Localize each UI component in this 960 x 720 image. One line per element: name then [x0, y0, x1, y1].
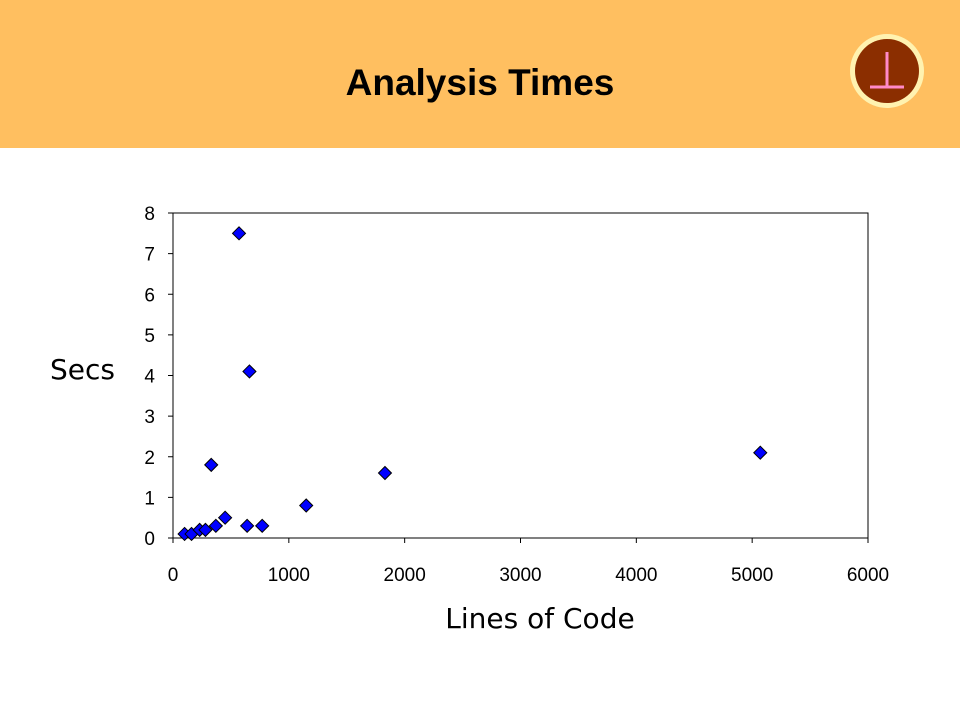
y-axis-label: Secs	[50, 353, 115, 386]
y-tick-label: 3	[144, 407, 155, 428]
x-tick-label: 3000	[499, 565, 541, 586]
data-point-marker	[299, 498, 314, 513]
x-tick-label: 5000	[731, 565, 773, 586]
x-tick-label: 1000	[268, 565, 310, 586]
y-tick-label: 5	[144, 326, 155, 347]
data-point-marker	[198, 522, 213, 538]
y-tick-label: 4	[144, 367, 155, 388]
x-axis-ticks: 0 1000 2000 3000 4000 5000 6000	[168, 538, 889, 586]
perpendicular-symbol-icon	[850, 34, 924, 108]
x-tick-label: 4000	[615, 565, 657, 586]
data-point-marker	[377, 465, 393, 481]
x-axis-label: Lines of Code	[445, 602, 635, 635]
data-point-marker	[242, 364, 257, 379]
y-tick-label: 0	[144, 529, 155, 550]
title-banner	[0, 0, 960, 148]
y-tick-label: 2	[144, 448, 155, 469]
data-point-marker	[208, 518, 224, 534]
data-points	[177, 226, 768, 542]
y-tick-label: 1	[144, 488, 155, 509]
plot-area	[172, 212, 869, 539]
y-tick-label: 7	[144, 245, 155, 266]
slide-title: Analysis Times	[345, 62, 615, 103]
data-point-marker	[217, 510, 233, 525]
data-point-marker	[231, 226, 247, 241]
data-point-marker	[204, 457, 219, 473]
x-tick-label: 0	[168, 565, 179, 586]
y-axis-ticks: 0 1 2 3 4 5 6 7 8	[144, 204, 173, 550]
x-tick-label: 6000	[847, 565, 889, 586]
y-tick-label: 8	[144, 204, 155, 225]
data-point-marker	[753, 445, 768, 460]
y-tick-label: 6	[144, 285, 155, 306]
x-tick-label: 2000	[384, 565, 426, 586]
data-point-marker	[239, 518, 255, 534]
data-point-marker	[254, 518, 270, 534]
